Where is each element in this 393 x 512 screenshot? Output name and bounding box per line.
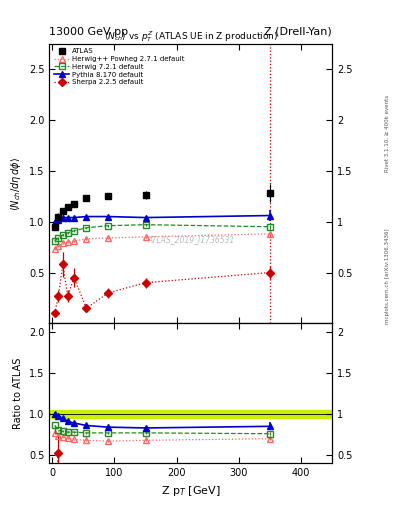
X-axis label: Z p$_T$ [GeV]: Z p$_T$ [GeV]: [161, 484, 220, 498]
Text: 13000 GeV pp: 13000 GeV pp: [49, 27, 128, 37]
Text: Z (Drell-Yan): Z (Drell-Yan): [264, 27, 332, 37]
Text: mcplots.cern.ch [arXiv:1306.3436]: mcplots.cern.ch [arXiv:1306.3436]: [385, 229, 389, 324]
Y-axis label: Ratio to ATLAS: Ratio to ATLAS: [13, 358, 23, 429]
Y-axis label: $\langle N_{ch}/d\eta\,d\phi\rangle$: $\langle N_{ch}/d\eta\,d\phi\rangle$: [9, 156, 23, 210]
Legend: ATLAS, Herwig++ Powheg 2.7.1 default, Herwig 7.2.1 default, Pythia 8.170 default: ATLAS, Herwig++ Powheg 2.7.1 default, He…: [53, 47, 186, 87]
Text: ATLAS_2019_I1736531: ATLAS_2019_I1736531: [147, 235, 234, 244]
Text: Rivet 3.1.10, ≥ 400k events: Rivet 3.1.10, ≥ 400k events: [385, 95, 389, 172]
Title: $\langle N_{ch}\rangle$ vs $p_T^Z$ (ATLAS UE in Z production): $\langle N_{ch}\rangle$ vs $p_T^Z$ (ATLA…: [103, 29, 278, 44]
Bar: [49, 410, 332, 418]
